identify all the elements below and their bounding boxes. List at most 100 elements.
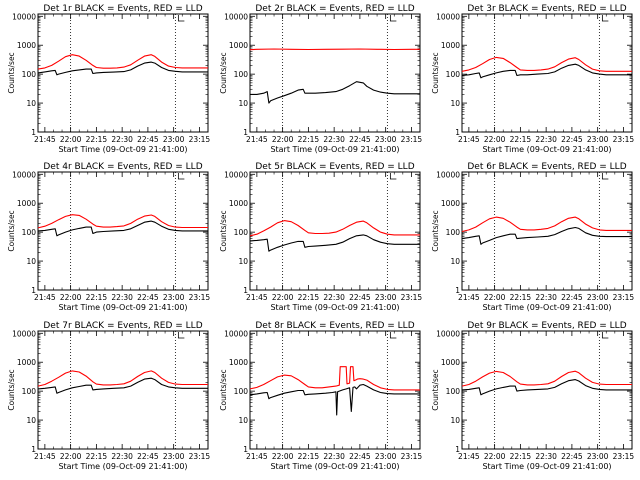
- y-axis-label: Counts/sec: [219, 210, 228, 251]
- y-tick-label: 100: [446, 228, 461, 237]
- lld-series-line: [250, 221, 420, 236]
- corner-marker: [602, 332, 608, 338]
- y-tick-label: 10: [238, 416, 248, 425]
- lld-series-line: [250, 367, 420, 390]
- x-tick-label: 21:45: [34, 293, 56, 302]
- events-series-line: [250, 235, 420, 251]
- x-axis-label: Start Time (09-Oct-09 21:41:00): [270, 462, 399, 471]
- detector-panel-8: Det 8r BLACK = Events, RED = LLD11010010…: [219, 321, 422, 471]
- detector-panel-3: Det 3r BLACK = Events, RED = LLD 1 10 100 10…: [431, 4, 634, 154]
- events-series-line: [38, 221, 208, 236]
- detector-panel-9: Det 9r BLACK = Events, RED = LLD 1 10 100 10…: [431, 321, 634, 471]
- detector-panel-1: Det 1r BLACK = Events, RED = LLD 1 10 100 10…: [7, 4, 210, 154]
- y-axis-label: Counts/sec: [431, 210, 440, 251]
- y-tick-label: 100: [22, 228, 37, 237]
- x-tick-label: 22:00: [60, 293, 82, 302]
- x-axis-label: Start Time (09-Oct-09 21:41:00): [482, 462, 611, 471]
- x-tick-label: 23:15: [401, 293, 423, 302]
- x-tick-label: 21:45: [458, 452, 480, 461]
- panel-title: Det 1r BLACK = Events, RED = LLD: [43, 4, 202, 14]
- x-tick-label: 21:45: [246, 452, 268, 461]
- x-axis-label: Start Time (09-Oct-09 21:41:00): [482, 303, 611, 312]
- x-axis-label: Start Time (09-Oct-09 21:41:00): [58, 462, 187, 471]
- y-tick-label: 10000: [224, 329, 248, 338]
- plot-frame: [462, 14, 632, 132]
- plot-frame: [38, 331, 208, 449]
- y-tick-label: 10: [450, 99, 460, 108]
- panel-title: Det 2r BLACK = Events, RED = LLD: [255, 4, 414, 14]
- x-tick-label: 22:15: [510, 452, 532, 461]
- x-tick-label: 22:15: [298, 293, 320, 302]
- detector-panel-4: Det 4r BLACK = Events, RED = LLD11010010…: [7, 162, 210, 312]
- y-tick-label: 1000: [441, 358, 460, 367]
- x-tick-label: 21:45: [34, 452, 56, 461]
- x-tick-label: 23:00: [375, 293, 397, 302]
- x-tick-label: 23:00: [587, 135, 609, 144]
- lld-series-line: [462, 371, 632, 386]
- y-axis-label: Counts/sec: [431, 369, 440, 410]
- x-tick-label: 23:15: [613, 293, 635, 302]
- y-tick-label: 10000: [224, 12, 248, 21]
- y-tick-label: 1000: [229, 41, 248, 50]
- panel-title: Det 5r BLACK = Events, RED = LLD: [255, 162, 414, 172]
- x-tick-label: 22:45: [561, 293, 583, 302]
- corner-marker: [602, 15, 608, 21]
- corner-marker: [178, 332, 184, 338]
- y-axis-label: Counts/sec: [431, 52, 440, 93]
- panel-title: Det 4r BLACK = Events, RED = LLD: [43, 162, 202, 172]
- x-tick-label: 22:00: [60, 135, 82, 144]
- x-tick-label: 22:45: [561, 452, 583, 461]
- x-tick-label: 22:00: [272, 452, 294, 461]
- lld-series-line: [462, 57, 632, 71]
- x-tick-label: 23:00: [163, 293, 185, 302]
- corner-marker: [390, 15, 396, 21]
- y-tick-label: 10000: [436, 12, 460, 21]
- y-tick-label: 10000: [12, 12, 36, 21]
- y-tick-label: 10000: [436, 329, 460, 338]
- events-series-line: [250, 82, 420, 103]
- events-series-line: [250, 385, 420, 416]
- lld-series-line: [462, 217, 632, 231]
- x-tick-label: 22:15: [86, 293, 108, 302]
- plot-frame: [250, 172, 420, 290]
- lld-series-line: [38, 371, 208, 386]
- x-tick-label: 22:30: [535, 135, 557, 144]
- x-tick-label: 23:15: [189, 135, 211, 144]
- x-tick-label: 22:30: [323, 452, 345, 461]
- y-tick-label: 1000: [17, 199, 36, 208]
- y-tick-label: 10: [450, 257, 460, 266]
- y-tick-label: 100: [234, 387, 249, 396]
- y-tick-label: 10: [26, 416, 36, 425]
- x-tick-label: 22:15: [298, 135, 320, 144]
- x-tick-label: 23:15: [189, 452, 211, 461]
- y-axis-label: Counts/sec: [7, 369, 16, 410]
- x-tick-label: 22:30: [111, 452, 133, 461]
- y-tick-label: 10000: [436, 170, 460, 179]
- y-tick-label: 100: [446, 387, 461, 396]
- x-tick-label: 23:00: [375, 452, 397, 461]
- detector-panel-6: Det 6r BLACK = Events, RED = LLD11010010…: [431, 162, 634, 312]
- y-tick-label: 10: [26, 257, 36, 266]
- x-axis-label: Start Time (09-Oct-09 21:41:00): [270, 145, 399, 154]
- x-tick-label: 22:15: [86, 452, 108, 461]
- x-tick-label: 22:00: [484, 135, 506, 144]
- x-tick-label: 22:15: [298, 452, 320, 461]
- panel-title: Det 7r BLACK = Events, RED = LLD: [43, 321, 202, 331]
- y-tick-label: 1000: [229, 199, 248, 208]
- y-tick-label: 1000: [17, 41, 36, 50]
- x-tick-label: 22:45: [137, 452, 159, 461]
- x-tick-label: 22:45: [137, 135, 159, 144]
- detector-panel-2: Det 2r BLACK = Events, RED = LLD11010010…: [219, 4, 422, 154]
- y-tick-label: 10: [238, 257, 248, 266]
- y-axis-label: Counts/sec: [219, 52, 228, 93]
- corner-marker: [390, 332, 396, 338]
- x-tick-label: 22:30: [111, 293, 133, 302]
- x-axis-label: Start Time (09-Oct-09 21:41:00): [58, 303, 187, 312]
- lld-series-line: [250, 49, 420, 50]
- x-tick-label: 22:00: [272, 293, 294, 302]
- x-tick-label: 21:45: [246, 135, 268, 144]
- x-tick-label: 21:45: [34, 135, 56, 144]
- x-tick-label: 23:15: [401, 135, 423, 144]
- corner-marker: [178, 173, 184, 179]
- x-tick-label: 22:00: [60, 452, 82, 461]
